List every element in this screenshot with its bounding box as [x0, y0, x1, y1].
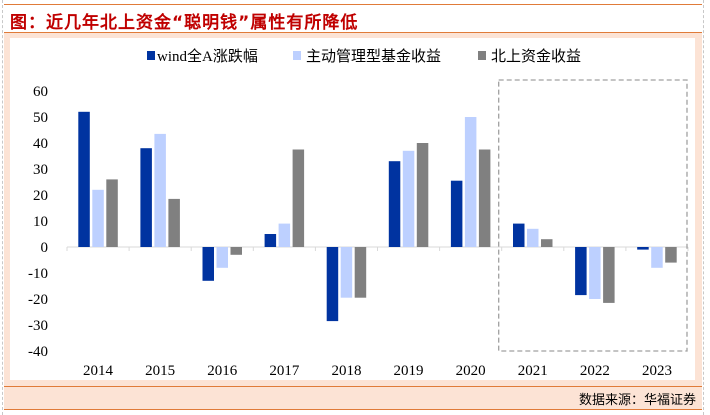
- figure-title: 图：近几年北上资金“聪明钱”属性有所降低: [10, 13, 359, 33]
- bar-2020-series-2: [478, 149, 491, 247]
- x-tick-label: 2015: [145, 363, 175, 379]
- y-tick-label: 50: [33, 110, 48, 126]
- bar-2019-series-1: [402, 150, 415, 247]
- bar-2023-series-2: [665, 247, 677, 263]
- x-tick-label: 2021: [518, 363, 548, 379]
- legend: wind全A涨跌幅 主动管理型基金收益 北上资金收益: [147, 47, 581, 65]
- x-tick-label: 2019: [394, 363, 424, 379]
- bars: [78, 111, 677, 322]
- legend-swatch-0: [147, 51, 155, 60]
- bar-2017-series-2: [292, 149, 305, 247]
- bar-2018-series-1: [340, 247, 353, 298]
- bar-2023-series-0: [637, 247, 649, 250]
- y-tick-label: -20: [28, 292, 48, 308]
- legend-label-1: 主动管理型基金收益: [306, 48, 441, 65]
- legend-label-2: 北上资金收益: [491, 48, 581, 65]
- bar-2015-series-0: [140, 148, 152, 247]
- x-tick-label: 2020: [456, 363, 486, 379]
- bar-2022-series-0: [575, 247, 587, 296]
- frame-right-border: [703, 0, 704, 415]
- x-tick-label: 2014: [83, 363, 114, 379]
- y-tick-label: -10: [28, 266, 48, 282]
- bar-2021-series-0: [513, 223, 525, 247]
- bar-2016-series-0: [202, 247, 214, 281]
- highlight-dashed-box: [498, 79, 688, 352]
- y-tick-label: 30: [33, 162, 48, 178]
- y-tick-label: 40: [33, 136, 48, 152]
- x-tick-label: 2018: [331, 363, 361, 379]
- title-bar: 图：近几年北上资金“聪明钱”属性有所降低: [4, 4, 702, 33]
- bar-2023-series-1: [651, 247, 663, 268]
- bar-2014-series-0: [78, 111, 90, 247]
- y-tick-label: 10: [33, 214, 48, 230]
- y-axis-tick-labels: 60 50 40 30 20 10 0 -10 -20 -30 -40: [28, 84, 48, 360]
- bar-2020-series-1: [464, 117, 477, 247]
- bar-2018-series-2: [354, 247, 367, 298]
- x-tick-label: 2017: [269, 363, 300, 379]
- bar-2017-series-0: [264, 234, 277, 247]
- x-tick-label: 2023: [642, 363, 672, 379]
- bar-2016-series-1: [216, 247, 228, 268]
- legend-swatch-2: [478, 51, 486, 60]
- bar-2016-series-2: [230, 247, 242, 255]
- legend-label-0: wind全A涨跌幅: [157, 47, 258, 65]
- x-tick-label: 2022: [580, 363, 610, 379]
- data-source: 数据来源：华福证券: [578, 393, 696, 408]
- bar-2015-series-2: [168, 198, 180, 247]
- bar-2019-series-0: [388, 161, 401, 247]
- bar-2014-series-1: [92, 189, 104, 247]
- bar-2021-series-2: [541, 239, 553, 247]
- bar-2022-series-2: [603, 247, 615, 303]
- frame-left-border: [2, 0, 3, 415]
- bar-2017-series-1: [278, 223, 291, 247]
- source-bar: 数据来源：华福证券: [4, 386, 702, 410]
- bar-2020-series-0: [450, 180, 463, 247]
- y-tick-label: 0: [41, 240, 49, 256]
- x-axis-tick-labels: 2014 2015 2016 2017 2018 2019 2020 2021 2022 2023: [83, 363, 672, 379]
- y-tick-label: 20: [33, 188, 48, 204]
- bar-2018-series-0: [326, 247, 339, 322]
- bar-2015-series-1: [154, 133, 166, 247]
- bar-2021-series-1: [527, 228, 539, 247]
- x-tick-label: 2016: [207, 363, 238, 379]
- bar-2019-series-2: [416, 143, 429, 247]
- y-tick-label: -40: [28, 344, 48, 360]
- y-tick-label: -30: [28, 318, 48, 334]
- bar-2022-series-1: [589, 247, 601, 299]
- legend-swatch-1: [293, 51, 301, 60]
- chart-area: [10, 38, 695, 380]
- bar-2014-series-2: [106, 179, 118, 247]
- y-tick-label: 60: [33, 84, 48, 100]
